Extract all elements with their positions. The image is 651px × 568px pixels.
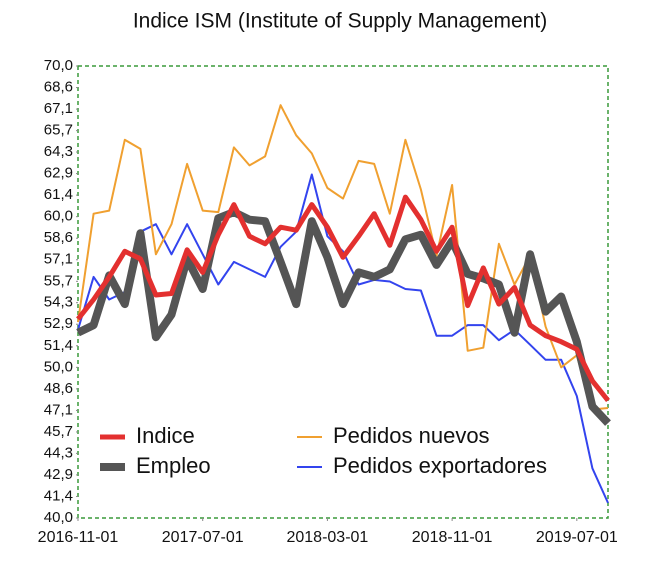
x-tick-label: 2019-07-01 [536,529,618,546]
x-tick-label: 2018-11-01 [412,529,493,546]
series-line [77,104,609,411]
y-tick-label: 62,9 [44,165,73,182]
y-tick-label: 61,4 [44,186,73,203]
x-tick-label: 2017-07-01 [162,529,244,546]
legend-label: Empleo [136,453,211,478]
series-line [76,208,611,426]
y-tick-label: 51,4 [44,337,73,354]
x-tick-label: 2018-03-01 [286,529,368,546]
plot-border [77,65,609,519]
y-tick-label: 42,9 [44,466,73,483]
legend-label: Pedidos nuevos [333,423,490,448]
y-tick-label: 64,3 [44,143,73,160]
y-tick-label: 65,7 [44,122,73,139]
y-tick-label: 40,0 [44,509,73,526]
y-tick-label: 50,0 [44,358,73,375]
y-tick-label: 41,4 [44,487,73,504]
y-tick-label: 45,7 [44,423,73,440]
y-tick-label: 54,3 [44,294,73,311]
series-line [76,194,610,403]
series-line [77,173,609,504]
y-tick-label: 60,0 [44,208,73,225]
y-tick-label: 55,7 [44,272,73,289]
y-tick-label: 57,1 [44,251,73,268]
legend-label: Pedidos exportadores [333,453,547,478]
y-tick-label: 52,9 [44,315,73,332]
y-tick-label: 67,1 [44,100,73,117]
y-tick-label: 68,6 [44,79,73,96]
y-tick-label: 47,1 [44,401,73,418]
y-tick-label: 58,6 [44,229,73,246]
y-tick-label: 48,6 [44,380,73,397]
x-tick-label: 2016-11-01 [38,529,119,546]
legend-label: Indice [136,423,195,448]
y-tick-label: 70,0 [44,57,73,74]
y-tick-label: 44,3 [44,444,73,461]
chart-title: Indice ISM (Institute of Supply Manageme… [133,10,547,33]
